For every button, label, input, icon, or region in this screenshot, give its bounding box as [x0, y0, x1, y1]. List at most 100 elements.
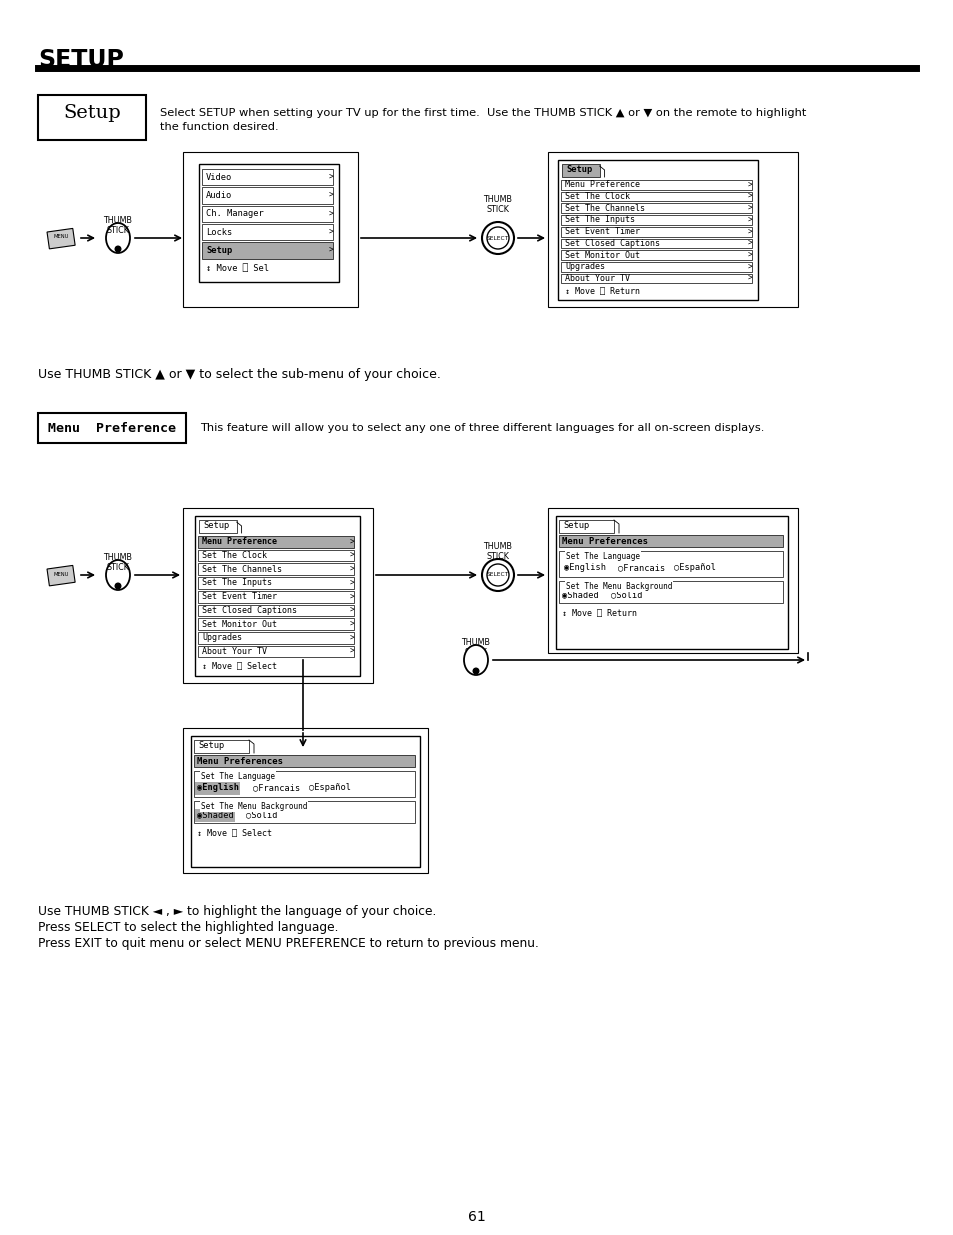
Bar [193, 771, 415, 797]
Bar [198, 619, 354, 630]
Text: Press EXIT to quit menu or select MENU PREFERENCE to return to previous menu.: Press EXIT to quit menu or select MENU P… [38, 937, 538, 950]
Bar [558, 551, 782, 577]
Text: >: > [350, 647, 354, 656]
Bar [202, 224, 333, 241]
Bar [183, 152, 357, 308]
Text: Setup: Setup [206, 246, 232, 254]
Text: Use THUMB STICK ◄ , ► to highlight the language of your choice.: Use THUMB STICK ◄ , ► to highlight the l… [38, 905, 436, 918]
Text: Menu Preference: Menu Preference [564, 180, 639, 189]
Circle shape [481, 559, 514, 592]
Bar [38, 95, 146, 140]
Text: THUMB
STICK: THUMB STICK [103, 216, 132, 236]
Text: THUMB
STICK: THUMB STICK [483, 195, 512, 215]
Text: ◉Shaded: ◉Shaded [196, 810, 233, 820]
Text: >: > [350, 537, 354, 546]
Text: Set Closed Captions: Set Closed Captions [202, 606, 296, 615]
Bar [198, 632, 354, 643]
Bar [560, 238, 751, 248]
Bar [183, 508, 373, 683]
Text: ◉Shaded: ◉Shaded [561, 590, 598, 599]
Text: ○Español: ○Español [673, 563, 716, 573]
Text: >: > [328, 246, 334, 254]
Text: MENU: MENU [53, 572, 69, 577]
Text: Upgrades: Upgrades [202, 634, 242, 642]
Bar [560, 251, 751, 259]
Ellipse shape [106, 559, 130, 590]
Text: Video: Video [206, 173, 232, 182]
Bar [38, 412, 186, 443]
Bar [194, 809, 234, 823]
Text: Menu  Preference: Menu Preference [48, 421, 175, 435]
Bar [194, 782, 240, 795]
Bar [202, 188, 333, 204]
Text: Select SETUP when setting your TV up for the first time.  Use the THUMB STICK ▲ : Select SETUP when setting your TV up for… [160, 107, 805, 119]
Text: ○Francais: ○Francais [253, 783, 300, 793]
Text: Set The Channels: Set The Channels [564, 204, 644, 212]
Text: >: > [747, 274, 752, 283]
Text: >: > [328, 227, 334, 237]
Text: >: > [328, 191, 334, 200]
Text: Upgrades: Upgrades [564, 262, 604, 272]
Bar [198, 550, 354, 562]
Bar [198, 590, 354, 603]
Bar [198, 577, 354, 589]
Text: Set The Language: Set The Language [201, 772, 274, 781]
Bar [558, 580, 782, 603]
Text: Use THUMB STICK ▲ or ▼ to select the sub-menu of your choice.: Use THUMB STICK ▲ or ▼ to select the sub… [38, 368, 440, 382]
Bar [558, 535, 782, 547]
Bar [560, 204, 751, 214]
Text: Set The Clock: Set The Clock [202, 551, 267, 559]
Text: Audio: Audio [206, 191, 232, 200]
Text: ↕ Move ⎕ Select: ↕ Move ⎕ Select [202, 661, 276, 669]
Text: Setup: Setup [63, 104, 121, 122]
Bar [547, 152, 797, 308]
Text: About Your TV: About Your TV [202, 647, 267, 656]
Bar [560, 227, 751, 236]
Text: >: > [350, 551, 354, 559]
Text: Set Event Timer: Set Event Timer [202, 592, 276, 601]
Circle shape [115, 583, 121, 589]
Text: Set The Language: Set The Language [565, 552, 639, 561]
Text: >: > [328, 173, 334, 182]
Circle shape [115, 246, 121, 252]
Bar [198, 646, 354, 657]
Text: >: > [747, 251, 752, 259]
Circle shape [473, 668, 478, 674]
Text: THUMB
STICK: THUMB STICK [103, 553, 132, 572]
Text: >: > [350, 620, 354, 629]
Text: This feature will allow you to select any one of three different languages for a: This feature will allow you to select an… [200, 424, 763, 433]
Bar [193, 802, 415, 823]
Bar [558, 520, 614, 534]
Text: ↕ Move ⎕ Return: ↕ Move ⎕ Return [564, 285, 639, 295]
Text: ○Francais: ○Francais [618, 563, 664, 573]
Text: ○Español: ○Español [309, 783, 351, 793]
Bar [191, 736, 419, 867]
Text: SELECT: SELECT [486, 236, 509, 241]
Bar [183, 727, 428, 873]
Text: >: > [350, 564, 354, 574]
Text: SELECT: SELECT [486, 573, 509, 578]
Text: Set The Menu Background: Set The Menu Background [565, 582, 672, 592]
Bar [560, 215, 751, 225]
Text: THUMB
STICK: THUMB STICK [483, 542, 512, 562]
Bar [560, 262, 751, 272]
Text: Set The Menu Background: Set The Menu Background [201, 802, 307, 811]
Bar [202, 242, 333, 258]
Text: >: > [747, 204, 752, 212]
Bar [560, 191, 751, 201]
Text: 61: 61 [468, 1210, 485, 1224]
Bar [202, 206, 333, 222]
Bar [199, 164, 338, 282]
Text: >: > [350, 592, 354, 601]
Text: Set The Channels: Set The Channels [202, 564, 282, 574]
Bar [47, 228, 75, 249]
Text: Menu Preference: Menu Preference [202, 537, 276, 546]
Bar [193, 740, 249, 753]
Bar [202, 169, 333, 185]
Ellipse shape [106, 224, 130, 253]
Bar [199, 520, 236, 534]
Text: Setup: Setup [562, 521, 589, 530]
Text: MENU: MENU [53, 235, 69, 240]
Text: Locks: Locks [206, 227, 232, 237]
Text: >: > [350, 606, 354, 615]
